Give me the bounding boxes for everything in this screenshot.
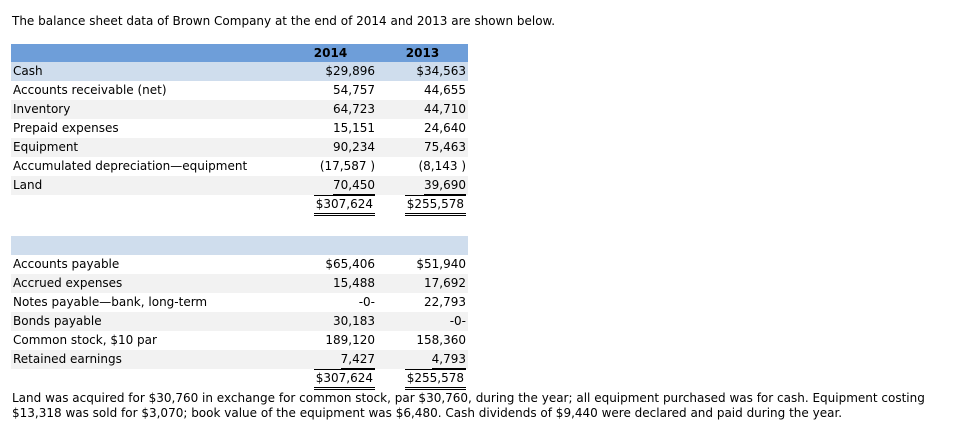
value-2014: $65,406 (325, 257, 375, 271)
row-label: Common stock, $10 par (13, 333, 157, 347)
value-2013: 75,463 (377, 138, 468, 157)
value-2013: (8,143 ) (418, 159, 466, 173)
value-2013: $51,940 (416, 257, 466, 271)
table-row: Cash $29,896 $34,563 (11, 62, 468, 81)
row-label: Land (11, 176, 284, 195)
table-row: Bonds payable 30,183 -0- (11, 312, 468, 331)
value-2014: 7,427 (284, 350, 377, 369)
value-2013: 44,710 (377, 100, 468, 119)
value-2013: 44,655 (424, 83, 466, 97)
row-label: Accumulated depreciation—equipment (13, 159, 248, 173)
table-row: Common stock, $10 par 189,120 158,360 (11, 331, 468, 350)
total-2014: $307,624 (284, 369, 377, 390)
value-2013-text: 4,793 (431, 350, 466, 369)
table-row: Retained earnings 7,427 4,793 (11, 350, 468, 369)
value-2013: 24,640 (424, 121, 466, 135)
band-row (11, 236, 468, 255)
liabilities-total-row: $307,624 $255,578 (11, 369, 468, 390)
balance-sheet-table: 2014 2013 Cash $29,896 $34,563 Accounts … (11, 44, 468, 390)
value-2014: 70,450 (284, 176, 377, 195)
row-label: Accounts receivable (net) (13, 83, 167, 97)
value-2013: 22,793 (424, 295, 466, 309)
row-label: Notes payable—bank, long-term (13, 295, 208, 309)
value-2014: 15,488 (284, 274, 377, 293)
intro-text: The balance sheet data of Brown Company … (12, 14, 556, 28)
row-label: Retained earnings (11, 350, 284, 369)
header-2013: 2013 (377, 44, 468, 62)
row-label: Accounts payable (13, 257, 120, 271)
spacer-row (11, 216, 468, 236)
header-2014: 2014 (284, 44, 377, 62)
assets-total-row: $307,624 $255,578 (11, 195, 468, 216)
table-row: Accounts payable $65,406 $51,940 (11, 255, 468, 274)
value-2014: -0- (358, 295, 375, 309)
value-2013: 4,793 (377, 350, 468, 369)
value-2014-text: 70,450 (333, 176, 375, 195)
table-row: Land 70,450 39,690 (11, 176, 468, 195)
value-2013-text: 39,690 (424, 176, 466, 195)
total-2013: $255,578 (377, 369, 468, 390)
value-2014: 64,723 (284, 100, 377, 119)
header-row: 2014 2013 (11, 44, 468, 62)
row-label (11, 369, 284, 390)
total-2014-text: $307,624 (313, 369, 375, 390)
row-label: Prepaid expenses (13, 121, 119, 135)
value-2013: 158,360 (416, 333, 466, 347)
table-row: Notes payable—bank, long-term -0- 22,793 (11, 293, 468, 312)
total-2013-text: $255,578 (404, 195, 466, 216)
table-row: Equipment 90,234 75,463 (11, 138, 468, 157)
row-label: Bonds payable (11, 312, 284, 331)
value-2014: $29,896 (284, 62, 377, 81)
total-2013: $255,578 (377, 195, 468, 216)
value-2014: 15,151 (333, 121, 375, 135)
total-2014: $307,624 (284, 195, 377, 216)
total-2014-text: $307,624 (313, 195, 375, 216)
value-2014-text: 7,427 (340, 350, 375, 369)
header-label (11, 44, 284, 62)
value-2014: 189,120 (325, 333, 375, 347)
value-2014: 30,183 (284, 312, 377, 331)
value-2013: $34,563 (377, 62, 468, 81)
row-label: Cash (11, 62, 284, 81)
table-row: Accumulated depreciation—equipment (17,5… (11, 157, 468, 176)
value-2013: -0- (377, 312, 468, 331)
row-label: Equipment (11, 138, 284, 157)
total-2013-text: $255,578 (404, 369, 466, 390)
value-2013: 39,690 (377, 176, 468, 195)
additional-info-text: Land was acquired for $30,760 in exchang… (12, 391, 925, 420)
table-row: Prepaid expenses 15,151 24,640 (11, 119, 468, 138)
value-2014: 54,757 (333, 83, 375, 97)
value-2014: 90,234 (284, 138, 377, 157)
table-row: Inventory 64,723 44,710 (11, 100, 468, 119)
value-2014: (17,587 ) (319, 159, 375, 173)
table-row: Accounts receivable (net) 54,757 44,655 (11, 81, 468, 100)
row-label (11, 195, 284, 216)
table-row: Accrued expenses 15,488 17,692 (11, 274, 468, 293)
row-label: Accrued expenses (11, 274, 284, 293)
value-2013: 17,692 (377, 274, 468, 293)
row-label: Inventory (11, 100, 284, 119)
